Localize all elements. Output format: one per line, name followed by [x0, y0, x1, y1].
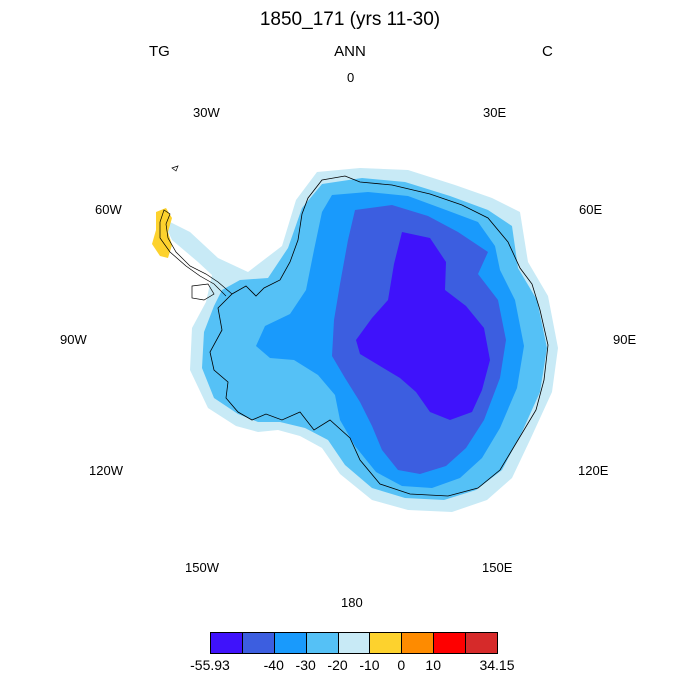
colorbar-label-7: 34.15	[479, 657, 515, 673]
colorbar-swatch-0	[210, 632, 243, 654]
lon-label-120w: 120W	[89, 463, 123, 478]
season-label: ANN	[334, 43, 366, 60]
colorbar-label-6: 10	[425, 657, 441, 673]
colorbar-label-1: -40	[263, 657, 284, 673]
lon-label-60w: 60W	[95, 202, 122, 217]
peninsula-coastline	[159, 209, 233, 297]
variable-label: TG	[149, 43, 170, 60]
units-label: C	[542, 43, 553, 60]
colorbar-swatch-1	[241, 632, 275, 654]
colorbar-swatch-5	[369, 632, 403, 654]
colorbar-label-0: -55.93	[190, 657, 230, 673]
colorbar-label-3: -20	[327, 657, 348, 673]
contour-fill-level-6	[152, 208, 172, 258]
coastline	[209, 175, 549, 497]
lon-label-30w: 30W	[193, 105, 220, 120]
contour-fill-level-1	[356, 232, 490, 420]
colorbar-swatch-7	[433, 632, 467, 654]
lon-label-180: 180	[341, 595, 363, 610]
lon-label-90w: 90W	[60, 332, 87, 347]
lon-label-120e: 120E	[578, 463, 609, 478]
colorbar-swatch-3	[305, 632, 339, 654]
lon-label-150e: 150E	[482, 560, 513, 575]
colorbar-label-5: 0	[397, 657, 406, 673]
colorbar-label-2: -30	[295, 657, 316, 673]
colorbar-label-4: -10	[359, 657, 380, 673]
lon-label-60e: 60E	[579, 202, 603, 217]
plot-title: 1850_171 (yrs 11-30)	[259, 9, 441, 30]
lon-label-0: 0	[347, 70, 355, 85]
colorbar	[210, 632, 498, 654]
colorbar-swatch-2	[273, 632, 307, 654]
lon-label-30e: 30E	[483, 105, 507, 120]
colorbar-swatch-8	[465, 632, 498, 654]
lon-label-90e: 90E	[613, 332, 637, 347]
island-outline	[191, 283, 215, 301]
lon-label-150w: 150W	[185, 560, 219, 575]
colorbar-swatch-6	[401, 632, 435, 654]
colorbar-swatch-4	[337, 632, 371, 654]
island-outline-small	[171, 165, 179, 172]
